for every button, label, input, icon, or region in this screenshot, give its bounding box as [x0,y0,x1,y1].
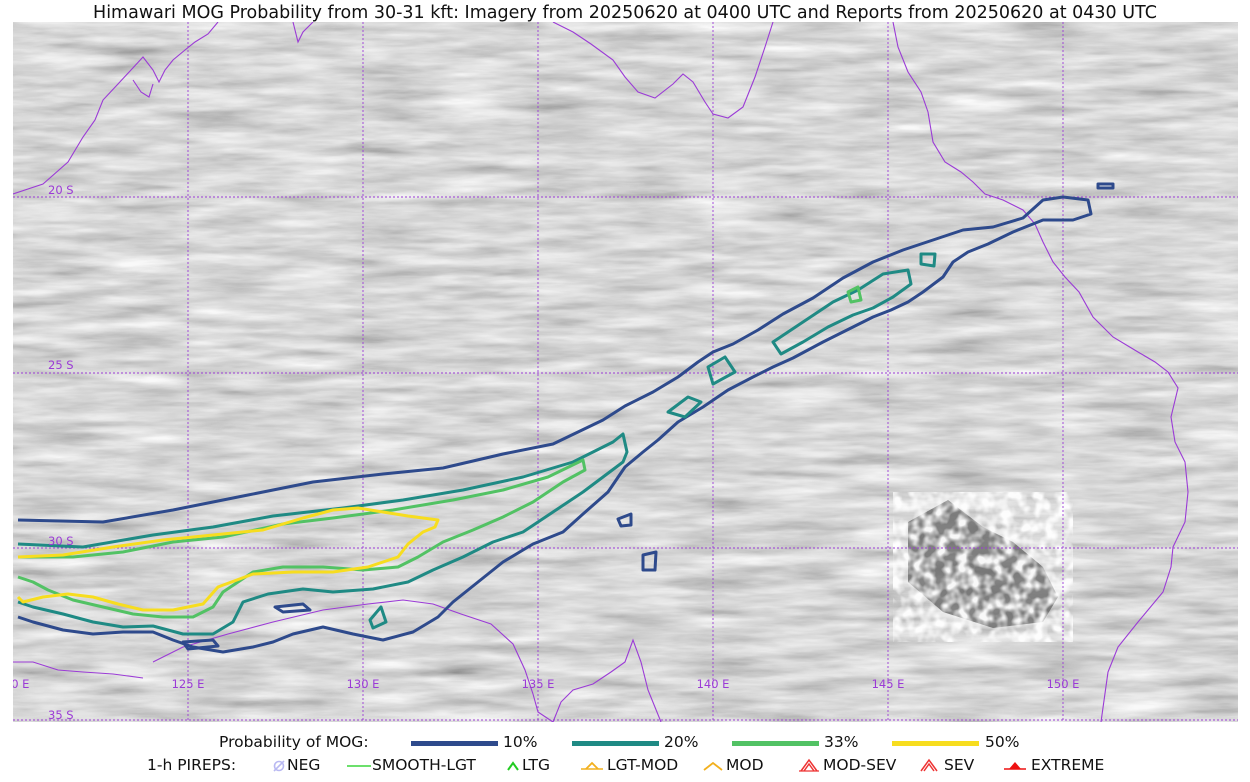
lat-label-25s: 25 S [48,358,74,372]
satellite-map: 20 S 25 S 30 S 35 S 120 E 125 E 130 E 13… [13,22,1238,722]
contour-50 [16,506,440,612]
probability-legend: Probability of MOG: 10% 20% 33% 50% [0,733,1250,753]
coastline [13,22,1189,722]
legend-swatch-10 [411,741,498,746]
lon-label-125e: 125 E [172,677,205,691]
neg-icon [273,760,285,772]
legend-label-50: 50% [985,733,1020,751]
mod-caret-icon [703,761,723,771]
pirep-label-smooth-lgt: SMOOTH-LGT [372,756,476,774]
legend-label-20: 20% [664,733,699,751]
probability-legend-label: Probability of MOG: [219,733,369,751]
lat-label-20s: 20 S [48,183,74,197]
pirep-label-mod-sev: MOD-SEV [823,756,897,774]
mod-sev-double-caret-icon [799,758,819,772]
lon-label-135e: 135 E [522,677,555,691]
cloud-cluster [893,492,1073,642]
lon-label-150e: 150 E [1047,677,1080,691]
lon-label-120e: 120 E [13,677,29,691]
contour-20 [17,252,937,636]
lon-label-145e: 145 E [872,677,905,691]
sev-double-caret-icon [920,758,938,772]
pirep-label-sev: SEV [944,756,975,774]
lon-label-130e: 130 E [347,677,380,691]
lgt-mod-caret-bar-icon [581,761,603,770]
pirep-label-neg: NEG [287,756,321,774]
pirep-label-ltg: LTG [522,756,550,774]
legend-label-10: 10% [503,733,538,751]
pirep-label-lgt-mod: LGT-MOD [607,756,679,774]
legend-swatch-20 [572,741,659,746]
lon-labels: 120 E 125 E 130 E 135 E 140 E 145 E 150 … [13,677,1079,691]
legend-swatch-50 [892,741,979,746]
pireps-legend: 1-h PIREPS: NEG SMOOTH-LGT LTG LGT-MOD M… [0,756,1250,776]
pireps-legend-label: 1-h PIREPS: [147,756,237,774]
pirep-label-mod: MOD [726,756,764,774]
contour-10 [17,182,1115,654]
lat-labels: 20 S 25 S 30 S 35 S [48,183,74,722]
map-canvas: 20 S 25 S 30 S 35 S 120 E 125 E 130 E 13… [13,22,1238,722]
graticule [13,22,1238,722]
map-title: Himawari MOG Probability from 30-31 kft:… [93,3,1157,23]
pirep-label-extreme: EXTREME [1031,756,1105,774]
lat-label-30s: 30 S [48,534,74,548]
ltg-caret-icon [507,761,519,771]
contour-33 [17,285,863,619]
lat-label-35s: 35 S [48,708,74,722]
smooth-lgt-line-icon [347,765,371,767]
legend-label-33: 33% [824,733,859,751]
extreme-filled-caret-icon [1004,762,1026,770]
lon-label-140e: 140 E [697,677,730,691]
legend-swatch-33 [732,741,819,746]
